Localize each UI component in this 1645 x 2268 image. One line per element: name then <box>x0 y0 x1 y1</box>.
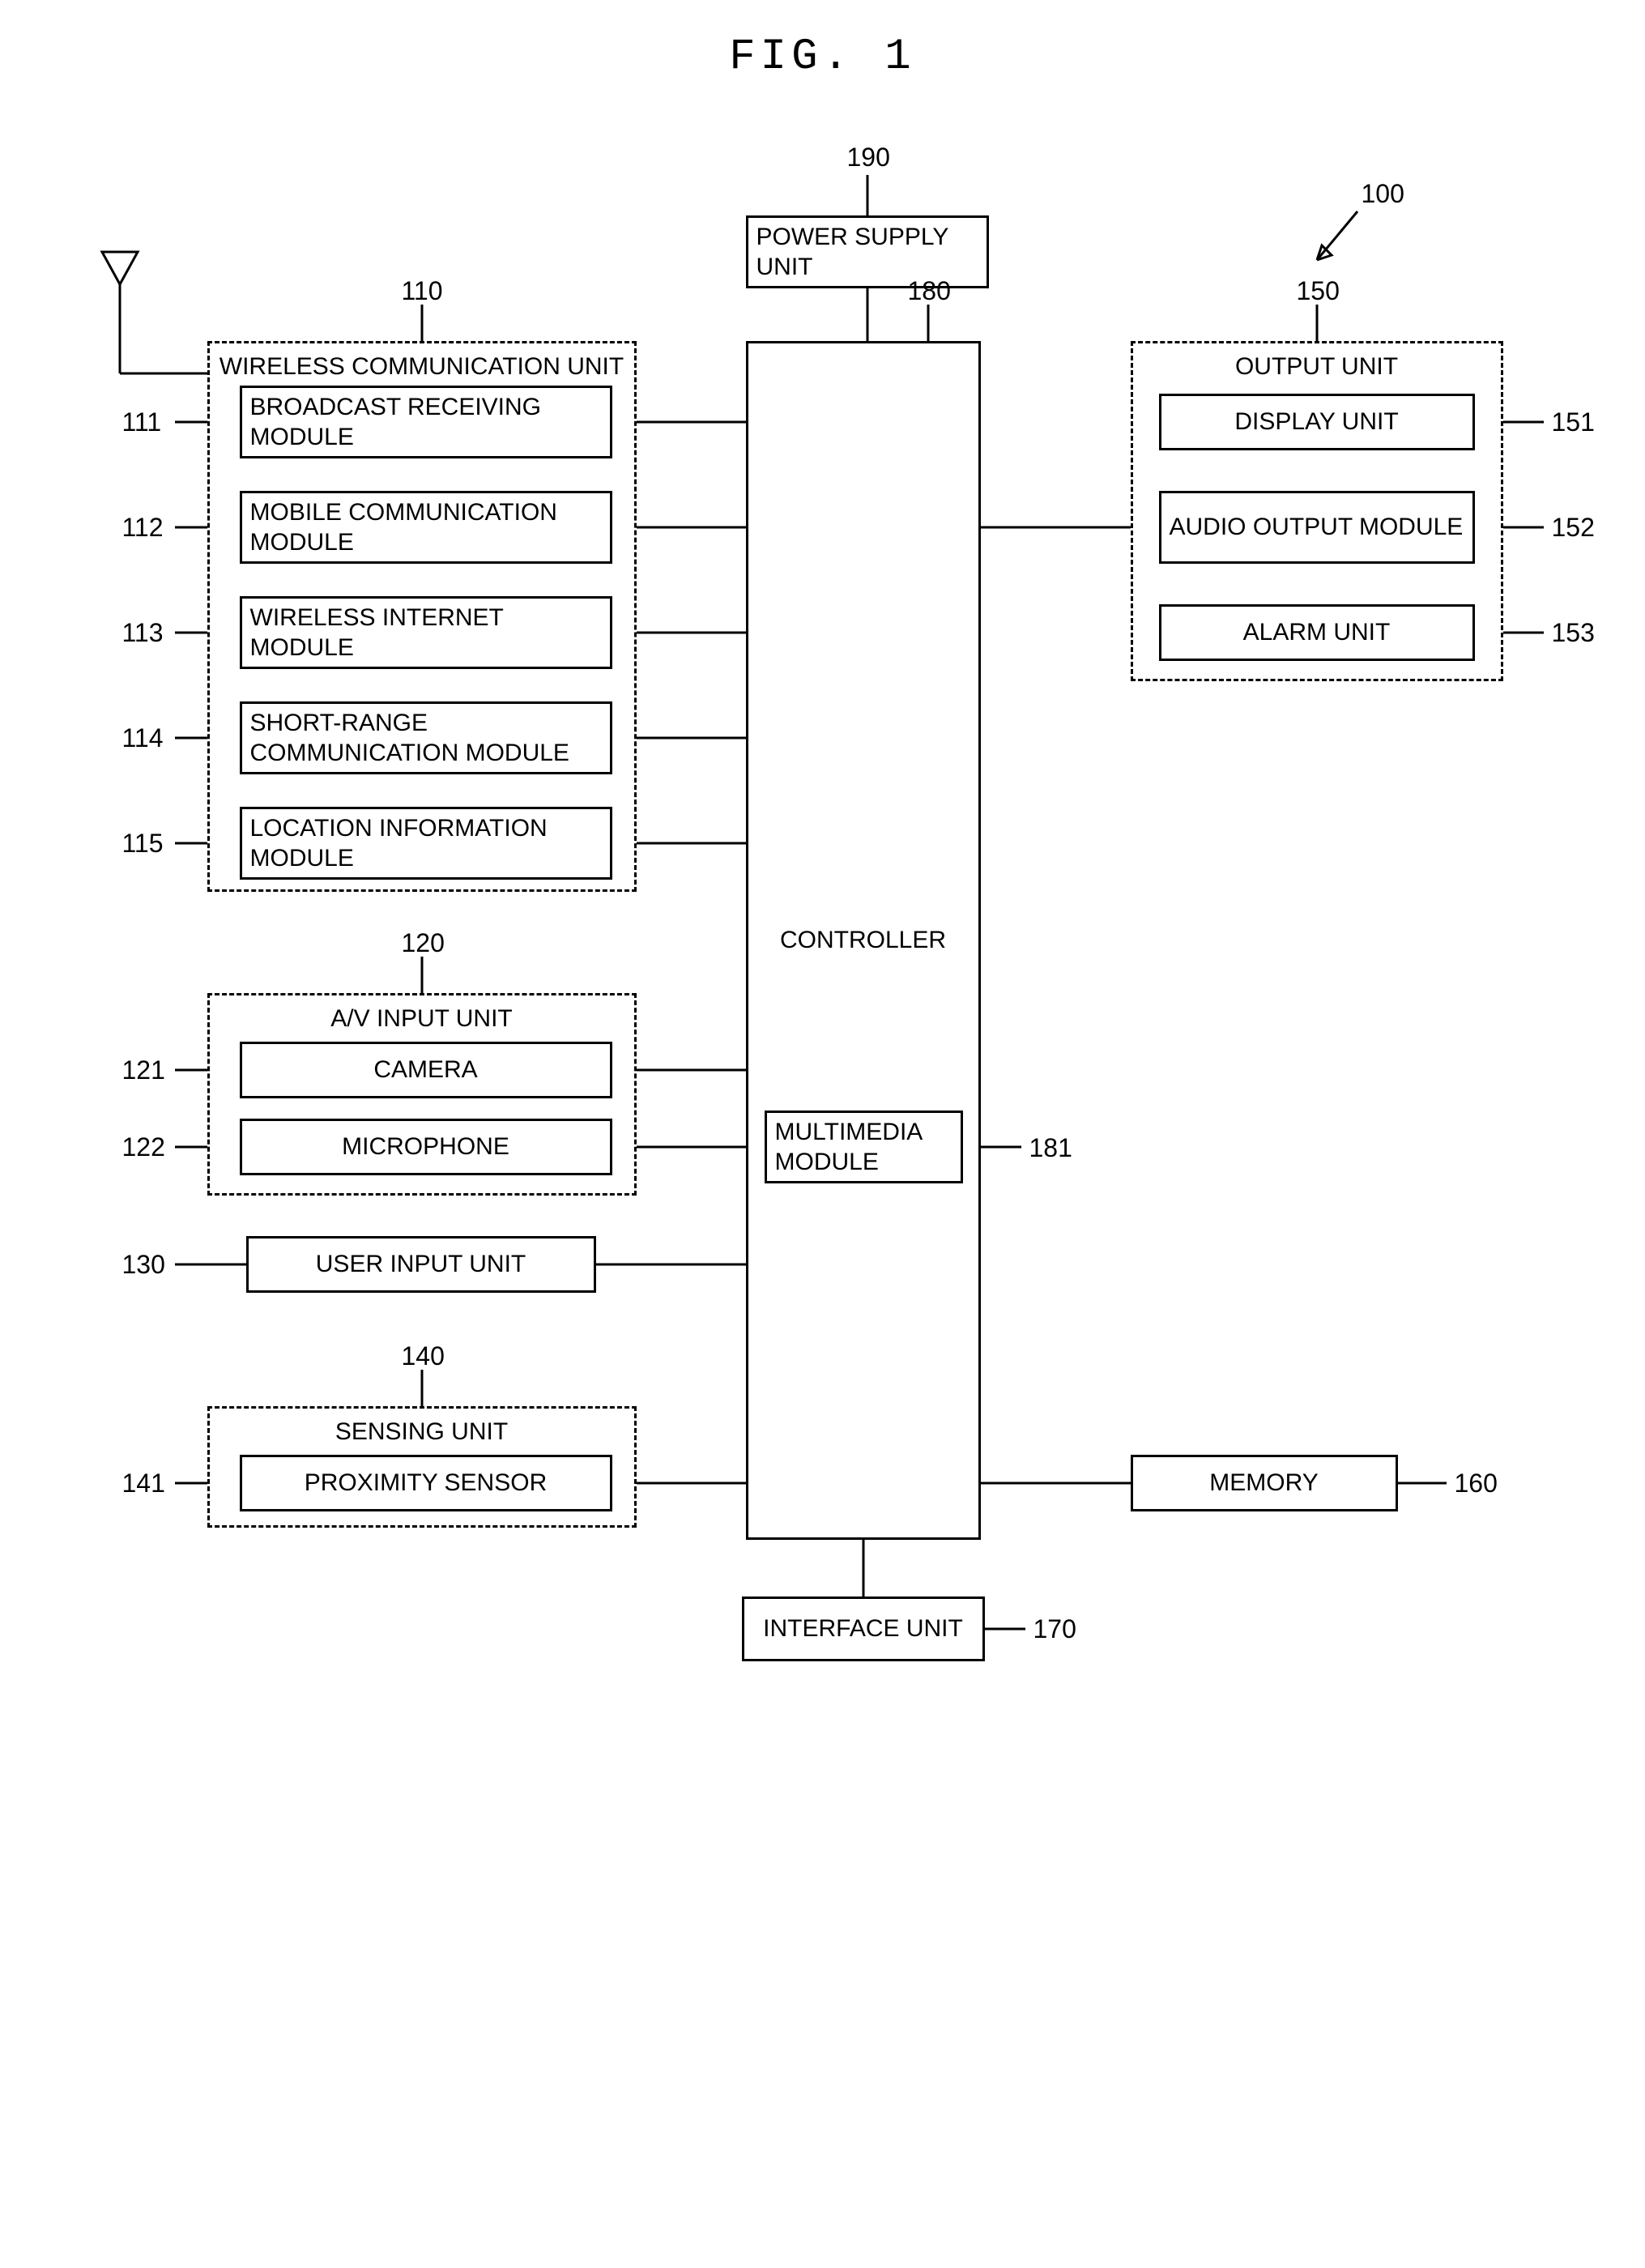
display-label: DISPLAY UNIT <box>1234 407 1398 437</box>
ref-121: 121 <box>122 1055 165 1085</box>
mobile-comm-block: MOBILE COMMUNICATION MODULE <box>240 491 612 564</box>
interface-label: INTERFACE UNIT <box>763 1614 963 1644</box>
av-input-title: A/V INPUT UNIT <box>210 1005 634 1033</box>
multimedia-block: MULTIMEDIA MODULE <box>765 1111 963 1183</box>
ref-130: 130 <box>122 1250 165 1280</box>
power-supply-label: POWER SUPPLY UNIT <box>756 222 978 283</box>
user-input-block: USER INPUT UNIT <box>246 1236 596 1293</box>
location-block: LOCATION INFORMATION MODULE <box>240 807 612 880</box>
ref-100: 100 <box>1362 179 1404 209</box>
ref-153: 153 <box>1552 618 1595 648</box>
broadcast-block: BROADCAST RECEIVING MODULE <box>240 386 612 458</box>
controller-block: CONTROLLER <box>746 341 981 1540</box>
alarm-label: ALARM UNIT <box>1243 617 1391 648</box>
short-range-label: SHORT-RANGE COMMUNICATION MODULE <box>250 708 602 769</box>
wireless-internet-block: WIRELESS INTERNET MODULE <box>240 596 612 669</box>
mobile-comm-label: MOBILE COMMUNICATION MODULE <box>250 497 602 558</box>
sensing-unit-title: SENSING UNIT <box>210 1418 634 1446</box>
ref-181: 181 <box>1029 1133 1072 1163</box>
controller-label: CONTROLLER <box>780 925 946 956</box>
audio-output-label: AUDIO OUTPUT MODULE <box>1170 512 1464 543</box>
camera-block: CAMERA <box>240 1042 612 1098</box>
audio-output-block: AUDIO OUTPUT MODULE <box>1159 491 1475 564</box>
output-unit-title: OUTPUT UNIT <box>1133 353 1501 381</box>
ref-122: 122 <box>122 1132 165 1162</box>
camera-label: CAMERA <box>373 1055 477 1085</box>
multimedia-label: MULTIMEDIA MODULE <box>775 1117 952 1178</box>
ref-190: 190 <box>847 143 890 173</box>
wireless-unit-title: WIRELESS COMMUNICATION UNIT <box>210 353 634 381</box>
figure-title: FIG. 1 <box>32 32 1613 82</box>
alarm-block: ALARM UNIT <box>1159 604 1475 661</box>
ref-115: 115 <box>122 829 164 859</box>
ref-160: 160 <box>1455 1469 1498 1498</box>
user-input-label: USER INPUT UNIT <box>316 1249 526 1280</box>
proximity-block: PROXIMITY SENSOR <box>240 1455 612 1511</box>
proximity-label: PROXIMITY SENSOR <box>305 1468 548 1498</box>
memory-label: MEMORY <box>1209 1468 1318 1498</box>
ref-141: 141 <box>122 1469 165 1498</box>
ref-170: 170 <box>1033 1614 1076 1644</box>
short-range-block: SHORT-RANGE COMMUNICATION MODULE <box>240 701 612 774</box>
ref-111: 111 <box>122 407 162 437</box>
ref-180: 180 <box>908 276 951 306</box>
wireless-internet-label: WIRELESS INTERNET MODULE <box>250 603 602 663</box>
location-label: LOCATION INFORMATION MODULE <box>250 813 602 874</box>
ref-152: 152 <box>1552 513 1595 543</box>
ref-140: 140 <box>402 1341 445 1371</box>
ref-114: 114 <box>122 723 164 753</box>
memory-block: MEMORY <box>1131 1455 1398 1511</box>
microphone-block: MICROPHONE <box>240 1119 612 1175</box>
broadcast-label: BROADCAST RECEIVING MODULE <box>250 392 602 453</box>
ref-110: 110 <box>402 276 443 306</box>
interface-block: INTERFACE UNIT <box>742 1597 985 1661</box>
power-supply-block: POWER SUPPLY UNIT <box>746 215 989 288</box>
ref-113: 113 <box>122 618 164 648</box>
display-block: DISPLAY UNIT <box>1159 394 1475 450</box>
ref-112: 112 <box>122 513 164 543</box>
ref-151: 151 <box>1552 407 1595 437</box>
ref-120: 120 <box>402 928 445 958</box>
microphone-label: MICROPHONE <box>342 1132 509 1162</box>
ref-150: 150 <box>1297 276 1340 306</box>
block-diagram: 190 POWER SUPPLY UNIT 100 180 CONTROLLER… <box>53 130 1592 2074</box>
